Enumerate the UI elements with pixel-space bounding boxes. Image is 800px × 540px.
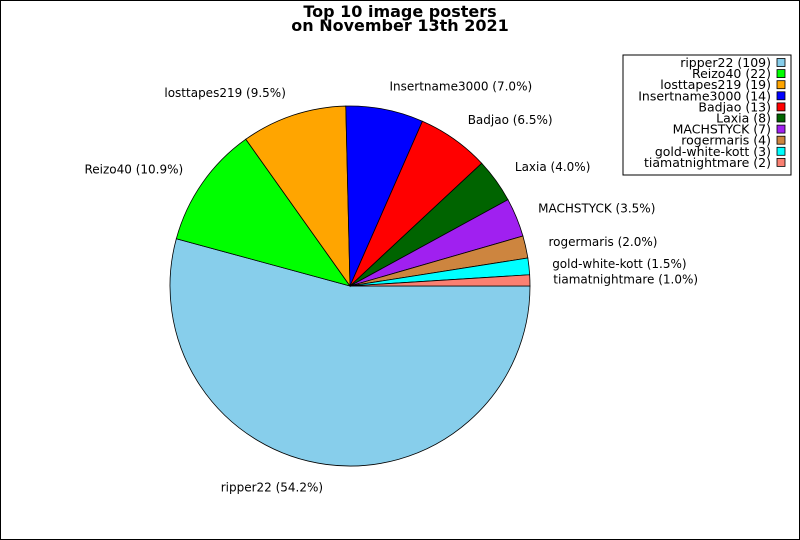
legend-swatch-tiamatnightmare [776, 157, 786, 167]
legend-entry-badjao: Badjao (13) [698, 99, 771, 114]
legend-swatch-insertname3000 [776, 91, 786, 101]
chart-title-line-2: on November 13th 2021 [291, 16, 508, 35]
legend-entry-insertname3000: Insertname3000 (14) [638, 88, 771, 103]
legend-swatch-gold-white-kott [776, 146, 786, 156]
legend-swatch-rogermaris [776, 135, 786, 145]
slice-label-laxia: Laxia (4.0%) [515, 160, 591, 174]
slice-label-insertname3000: Insertname3000 (7.0%) [390, 80, 533, 94]
legend-entry-losttapes219: losttapes219 (19) [660, 77, 771, 92]
legend-entry-ripper22: ripper22 (109) [680, 55, 771, 70]
pie-slices [169, 105, 531, 467]
legend-entry-tiamatnightmare: tiamatnightmare (2) [644, 155, 771, 170]
pie-slice-reizo40 [175, 138, 351, 287]
legend-swatch-machstyck [776, 124, 786, 134]
slice-label-rogermaris: rogermaris (2.0%) [549, 235, 658, 249]
legend-swatch-ripper22 [776, 58, 786, 67]
legend-swatch-badjao [776, 102, 786, 112]
slice-label-machstyck: MACHSTYCK (3.5%) [538, 202, 655, 216]
legend-entry-reizo40: Reizo40 (22) [692, 66, 771, 81]
legend-swatch-laxia [776, 113, 786, 123]
slice-label-reizo40: Reizo40 (10.9%) [84, 163, 183, 177]
legend-swatch-reizo40 [776, 69, 786, 78]
legend-box [622, 54, 792, 176]
legend-entry-rogermaris: rogermaris (4) [681, 133, 771, 148]
legend-entry-gold-white-kott: gold-white-kott (3) [655, 144, 771, 159]
legend-swatch-losttapes219 [776, 80, 786, 90]
pie-slice-ripper22 [169, 238, 531, 467]
pie-slice-losttapes219 [245, 105, 351, 288]
slice-label-tiamatnightmare: tiamatnightmare (1.0%) [553, 273, 698, 287]
slice-label-ripper22: ripper22 (54.2%) [221, 481, 323, 495]
slice-label-gold-white-kott: gold-white-kott (1.5%) [552, 257, 686, 271]
pie-slice-labels: ripper22 (54.2%) Reizo40 (10.9%) losttapes… [84, 80, 698, 495]
legend: ripper22 (109)Reizo40 (22)losttapes219 (… [622, 54, 792, 176]
legend-entry-machstyck: MACHSTYCK (7) [673, 122, 771, 137]
legend-entry-laxia: Laxia (8) [716, 111, 771, 126]
chart-title-line-1: Top 10 image posters [303, 2, 496, 21]
slice-label-losttapes219: losttapes219 (9.5%) [164, 86, 286, 100]
pie-slice-tiamatnightmare [349, 274, 531, 287]
slice-label-badjao: Badjao (6.5%) [468, 113, 553, 127]
